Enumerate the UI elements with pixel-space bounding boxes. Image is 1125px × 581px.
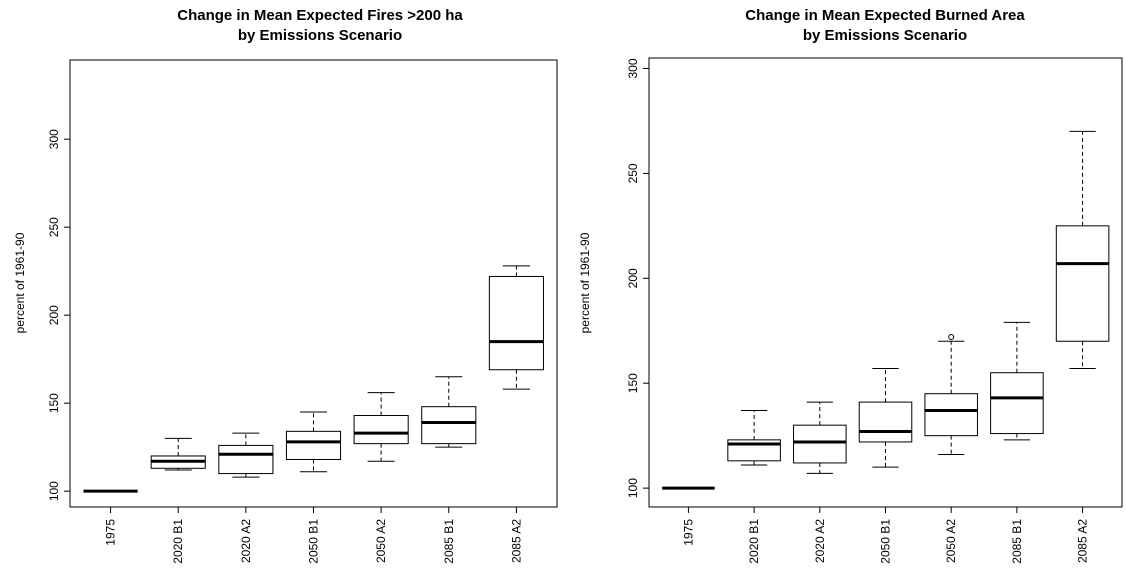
x-tick-label: 2085 A2: [509, 519, 523, 563]
y-tick-label: 250: [47, 217, 61, 237]
burned-area-boxplot-chart: Change in Mean Expected Burned Area by E…: [578, 7, 1123, 564]
y-tick-label: 200: [47, 305, 61, 325]
y-tick-label: 150: [47, 393, 61, 413]
y-tick-label: 300: [626, 58, 640, 78]
x-tick-label: 1975: [104, 519, 118, 546]
y-axis-label: percent of 1961-90: [578, 232, 592, 333]
y-tick-label: 150: [626, 373, 640, 393]
box: [1055, 225, 1110, 342]
x-tick-label: 2020 A2: [813, 519, 827, 563]
box: [353, 414, 409, 445]
box: [421, 406, 477, 445]
chart-panel-burned-area: Change in Mean Expected Burned Area by E…: [563, 0, 1125, 581]
y-tick-label: 100: [47, 481, 61, 501]
box: [793, 424, 847, 464]
y-tick-label: 300: [47, 129, 61, 149]
chart-subtitle: by Emissions Scenario: [803, 27, 967, 44]
box: [858, 401, 913, 443]
x-tick-label: 2085 B1: [442, 519, 456, 564]
x-tick-label: 2050 A2: [374, 519, 388, 563]
y-axis-label: percent of 1961-90: [13, 232, 27, 333]
x-tick-label: 2020 B1: [747, 519, 761, 564]
y-tick-label: 100: [626, 478, 640, 498]
outlier-point: [948, 334, 955, 341]
chart-title: Change in Mean Expected Fires >200 ha: [177, 7, 463, 24]
box: [924, 393, 978, 437]
box: [488, 275, 544, 371]
box: [990, 372, 1044, 435]
x-tick-label: 2020 A2: [239, 519, 253, 563]
x-tick-label: 2050 B1: [879, 519, 893, 564]
x-tick-label: 2050 A2: [944, 519, 958, 563]
x-tick-label: 2050 B1: [307, 519, 321, 564]
x-tick-label: 2085 B1: [1010, 519, 1024, 564]
box: [218, 444, 274, 475]
y-tick-label: 200: [626, 268, 640, 288]
x-tick-label: 2085 A2: [1076, 519, 1090, 563]
x-tick-label: 2020 B1: [171, 519, 185, 564]
x-tick-label: 1975: [681, 519, 695, 546]
chart-panel-fires: Change in Mean Expected Fires >200 ha by…: [0, 0, 562, 581]
chart-title: Change in Mean Expected Burned Area: [745, 7, 1025, 24]
chart-subtitle: by Emissions Scenario: [238, 27, 402, 44]
fires-boxplot-chart: Change in Mean Expected Fires >200 ha by…: [13, 7, 558, 564]
y-tick-label: 250: [626, 163, 640, 183]
box: [285, 430, 342, 460]
